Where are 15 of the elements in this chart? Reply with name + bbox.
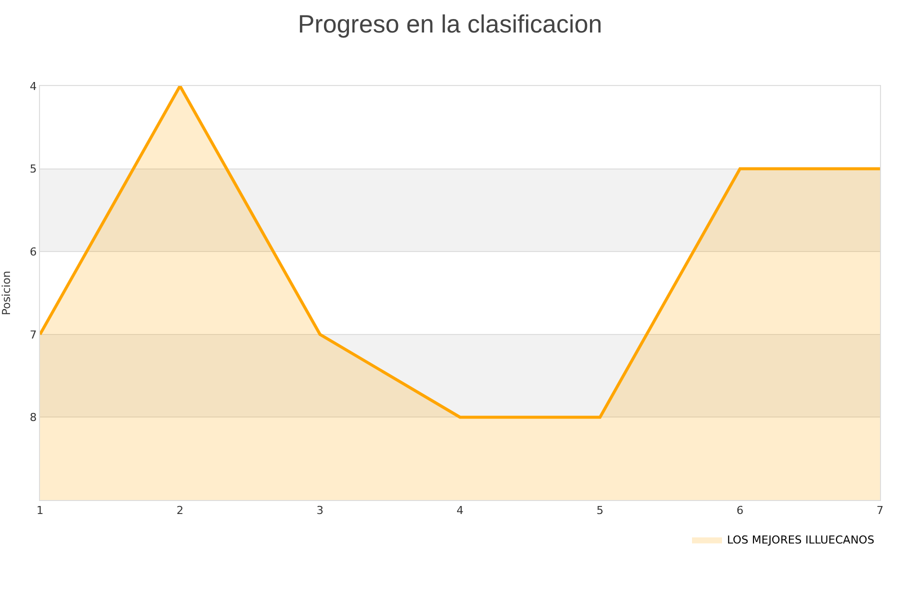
x-tick-label: 2 (176, 504, 184, 518)
x-tick-label: 6 (736, 504, 744, 518)
y-tick-label: 5 (30, 162, 37, 176)
y-axis-title: Posicion (0, 270, 13, 316)
y-tick-label: 4 (30, 80, 37, 93)
y-tick-label: 7 (30, 328, 37, 342)
legend-label: LOS MEJORES ILLUECANOS (727, 534, 874, 547)
x-tick-label: 3 (316, 504, 324, 518)
x-tick-label: 4 (456, 504, 464, 518)
x-tick-label: 7 (876, 504, 884, 518)
x-tick-label: 1 (36, 504, 44, 518)
y-tick-label: 8 (30, 411, 37, 424)
y-tick-label: 6 (30, 245, 37, 258)
x-tick-label: 5 (596, 504, 604, 518)
chart-title: Progreso en la clasificacion (298, 10, 602, 38)
